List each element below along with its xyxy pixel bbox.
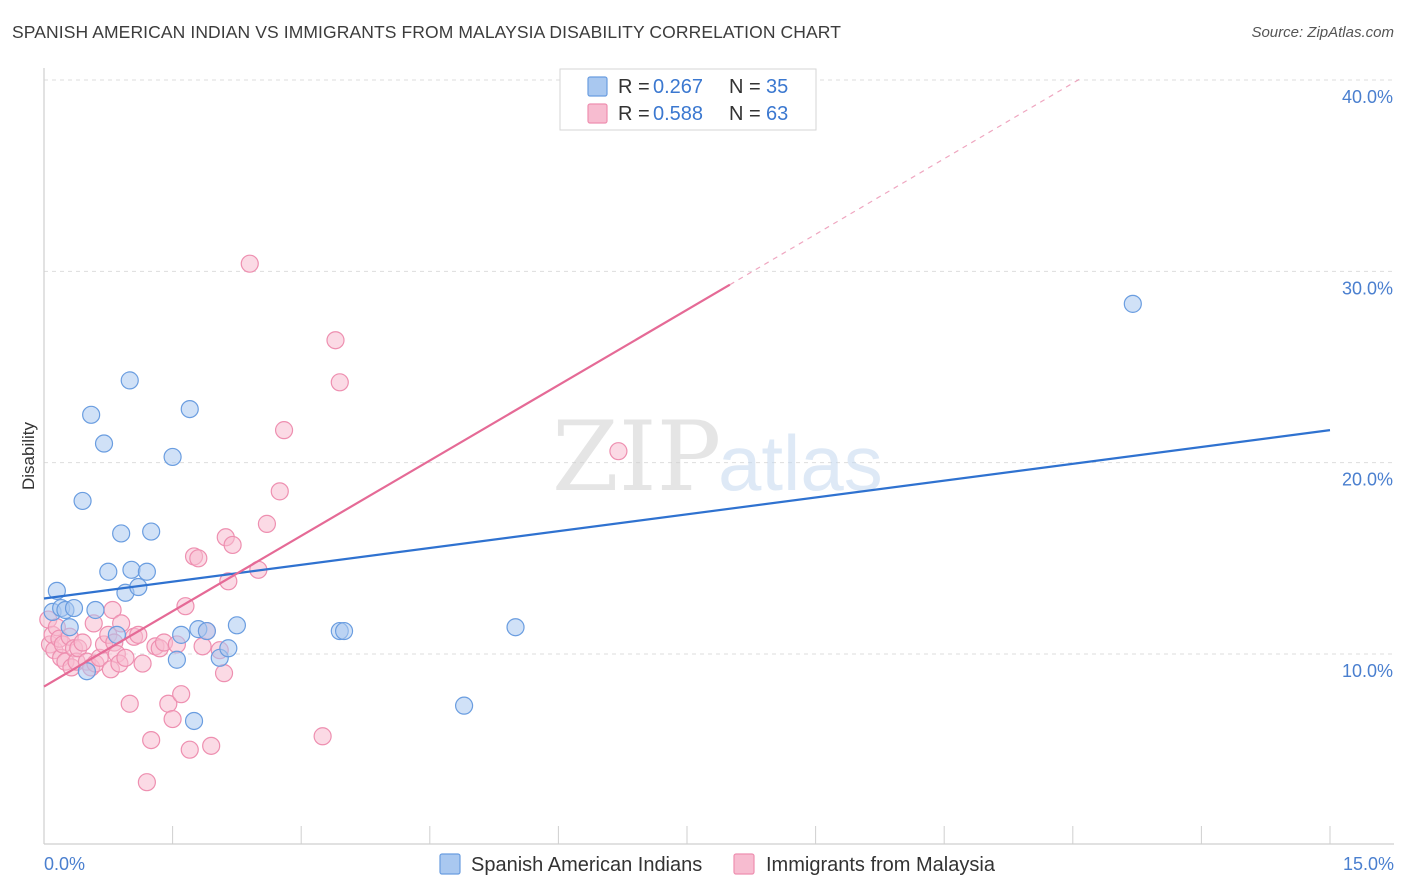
stats-r-label-pink: R =	[618, 103, 650, 125]
y-tick-label-40: 40.0%	[1342, 87, 1393, 107]
spanish-american-indians-point	[454, 696, 474, 715]
immigrants-from-malaysia-point	[137, 773, 156, 792]
stats-r-value-blue: 0.267	[653, 76, 703, 98]
spanish-american-indians-point	[334, 621, 354, 641]
spanish-american-indians-point	[82, 405, 101, 424]
stats-n-value-pink: 63	[766, 103, 788, 125]
spanish-american-indians-point	[180, 399, 199, 419]
stats-n-label-pink: N =	[729, 103, 761, 125]
stats-n-value-blue: 35	[766, 76, 788, 98]
stats-r-label-blue: R =	[618, 76, 650, 98]
trend-line-immigrants-from-malaysia	[43, 283, 731, 688]
immigrants-from-malaysia-point	[202, 736, 221, 755]
y-tick-label-20: 20.0%	[1342, 470, 1393, 490]
spanish-american-indians-point	[64, 598, 84, 618]
trend-line-extension-immigrants-from-malaysia	[729, 77, 1082, 286]
immigrants-from-malaysia-point	[116, 648, 135, 667]
immigrants-from-malaysia-point	[326, 331, 345, 350]
immigrants-from-malaysia-point	[214, 664, 234, 683]
spanish-american-indians-point	[99, 562, 118, 581]
legend-label-immigrants-from-malaysia: Immigrants from Malaysia	[766, 854, 996, 876]
y-tick-labels: 10.0% 20.0% 30.0% 40.0%	[1342, 87, 1393, 681]
immigrants-from-malaysia-point	[189, 549, 208, 568]
stats-legend-swatch-blue	[587, 76, 608, 97]
immigrants-from-malaysia-point	[609, 442, 628, 461]
trend-line-spanish-american-indians	[43, 429, 1331, 600]
series-legend: Spanish American Indians Immigrants from…	[439, 853, 996, 876]
immigrants-from-malaysia-point	[129, 625, 148, 644]
immigrants-from-malaysia-point	[313, 727, 332, 746]
spanish-american-indians-point	[142, 522, 161, 541]
spanish-american-indians-point	[163, 447, 182, 467]
immigrants-from-malaysia-point	[120, 694, 139, 713]
spanish-american-indians-point	[122, 560, 141, 579]
chart-title: SPANISH AMERICAN INDIAN VS IMMIGRANTS FR…	[12, 22, 842, 42]
legend-swatch-spanish-american-indians	[439, 853, 461, 875]
legend-swatch-immigrants-from-malaysia	[733, 853, 755, 875]
x-tick-label-max: 15.0%	[1343, 854, 1394, 874]
spanish-american-indians-point	[73, 491, 92, 511]
spanish-american-indians-point	[227, 616, 246, 635]
y-tick-label-10: 10.0%	[1342, 661, 1393, 681]
source-credit: Source: ZipAtlas.com	[1251, 24, 1394, 41]
immigrants-from-malaysia-point	[193, 637, 212, 656]
spanish-american-indians-point	[86, 600, 105, 620]
spanish-american-indians-point	[184, 711, 204, 731]
immigrants-from-malaysia-point	[142, 730, 161, 750]
immigrants-from-malaysia-point	[133, 654, 152, 673]
spanish-american-indians-point	[137, 562, 156, 581]
x-tick-label-min: 0.0%	[44, 854, 85, 874]
immigrants-from-malaysia-point	[257, 514, 277, 533]
spanish-american-indians-point	[77, 662, 96, 681]
spanish-american-indians-point	[60, 618, 79, 637]
spanish-american-indians-point	[94, 434, 114, 453]
y-tick-label-30: 30.0%	[1342, 278, 1393, 298]
y-axis-label: Disability	[19, 421, 38, 490]
immigrants-from-malaysia-point	[180, 740, 199, 759]
immigrants-from-malaysia-point	[240, 254, 259, 273]
watermark-atlas: atlas	[718, 419, 883, 507]
spanish-american-indians-point	[112, 524, 131, 543]
stats-legend: R = 0.267 N = 35 R = 0.588 N = 63	[559, 68, 817, 131]
data-points	[39, 254, 1142, 792]
stats-r-value-pink: 0.588	[653, 103, 703, 125]
spanish-american-indians-point	[506, 618, 525, 637]
watermark-zip: ZIP	[552, 401, 721, 513]
immigrants-from-malaysia-point	[163, 709, 182, 729]
legend-label-spanish-american-indians: Spanish American Indians	[471, 854, 702, 876]
spanish-american-indians-point	[1123, 294, 1142, 313]
spanish-american-indians-point	[167, 650, 186, 669]
immigrants-from-malaysia-point	[223, 535, 242, 555]
spanish-american-indians-point	[47, 581, 66, 600]
stats-legend-swatch-pink	[587, 103, 608, 124]
immigrants-from-malaysia-point	[172, 685, 191, 704]
stats-n-label-blue: N =	[729, 76, 761, 98]
spanish-american-indians-point	[120, 371, 139, 390]
spanish-american-indians-point	[219, 639, 238, 658]
x-axis-ticks	[43, 826, 1331, 844]
spanish-american-indians-point	[172, 625, 191, 644]
immigrants-from-malaysia-point	[270, 482, 289, 501]
immigrants-from-malaysia-point	[73, 633, 92, 652]
immigrants-from-malaysia-point	[274, 421, 294, 440]
trend-lines	[43, 77, 1331, 688]
immigrants-from-malaysia-point	[330, 373, 349, 392]
spanish-american-indians-point	[197, 621, 216, 641]
